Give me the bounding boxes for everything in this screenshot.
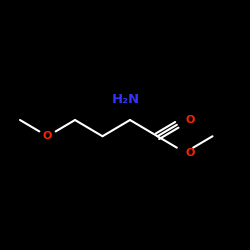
Text: O: O (185, 148, 194, 158)
Text: O: O (43, 131, 52, 141)
Text: H₂N: H₂N (112, 93, 140, 106)
Text: O: O (185, 115, 194, 125)
